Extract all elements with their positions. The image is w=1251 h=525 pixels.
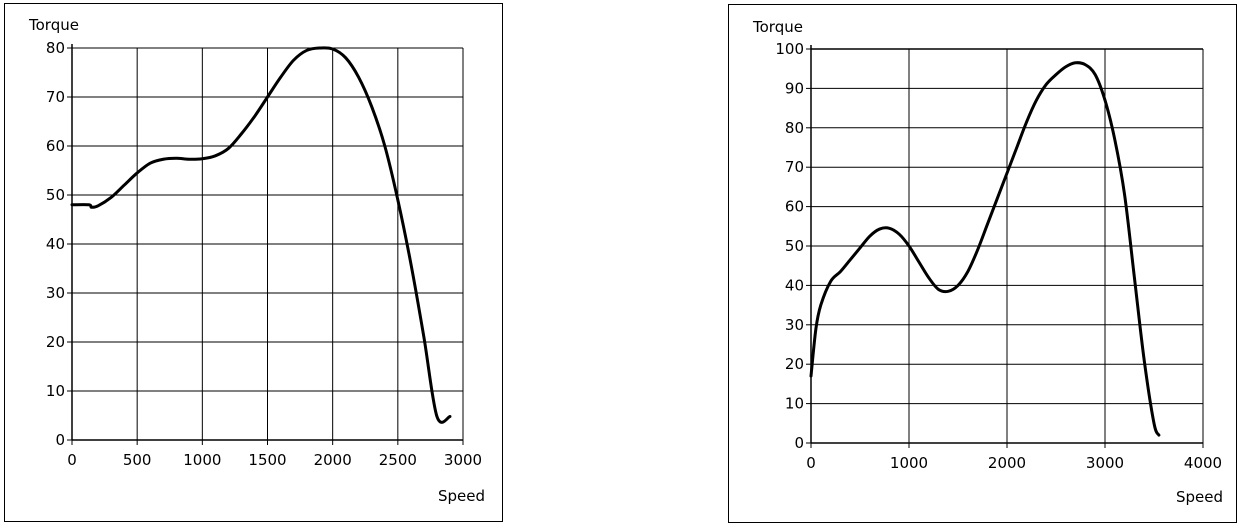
x-tick-label: 0 <box>67 451 77 469</box>
y-tick-label: 50 <box>785 237 804 255</box>
y-tick-label: 100 <box>775 40 804 58</box>
y-tick-label: 10 <box>785 395 804 413</box>
y-tick-label: 70 <box>46 88 65 106</box>
x-tick-label: 2000 <box>988 454 1026 472</box>
x-tick-label: 500 <box>123 451 152 469</box>
x-axis-title: Speed <box>1176 488 1223 506</box>
y-tick-label: 20 <box>785 355 804 373</box>
y-axis-title: Torque <box>28 16 79 34</box>
y-tick-label: 40 <box>46 235 65 253</box>
y-tick-label: 20 <box>46 333 65 351</box>
y-tick-label: 0 <box>794 434 804 452</box>
x-tick-label: 0 <box>806 454 816 472</box>
x-tick-label: 1500 <box>248 451 286 469</box>
x-tick-label: 3000 <box>444 451 482 469</box>
y-axis-title: Torque <box>752 18 803 36</box>
y-tick-label: 60 <box>46 137 65 155</box>
y-tick-label: 50 <box>46 186 65 204</box>
y-tick-label: 70 <box>785 158 804 176</box>
y-tick-label: 0 <box>55 431 65 449</box>
y-tick-label: 60 <box>785 198 804 216</box>
x-tick-label: 3000 <box>1086 454 1124 472</box>
x-axis-title: Speed <box>438 487 485 505</box>
x-tick-label: 1000 <box>183 451 221 469</box>
chart-left: 0 10 20 30 40 50 60 70 80 0 500 1000 1500 2000 2500 300… <box>28 16 485 505</box>
y-tick-label: 30 <box>785 316 804 334</box>
x-tick-label: 2000 <box>314 451 352 469</box>
chart-panel-left: 0 10 20 30 40 50 60 70 80 0 500 1000 1500 2000 2500 300… <box>4 3 503 522</box>
y-tick-label: 90 <box>785 79 804 97</box>
series-line <box>70 46 452 424</box>
series-line <box>809 61 1161 437</box>
y-tick-label: 40 <box>785 276 804 294</box>
y-tick-label: 10 <box>46 382 65 400</box>
x-tick-label: 1000 <box>890 454 928 472</box>
y-tick-label: 80 <box>785 119 804 137</box>
y-tick-label: 80 <box>46 39 65 57</box>
x-tick-label: 2500 <box>379 451 417 469</box>
y-tick-label: 30 <box>46 284 65 302</box>
chart-panel-right: 0 10 20 30 40 50 60 70 80 90 100 0 1000 2000 3000 4000 T… <box>728 4 1237 523</box>
x-tick-label: 4000 <box>1184 454 1222 472</box>
